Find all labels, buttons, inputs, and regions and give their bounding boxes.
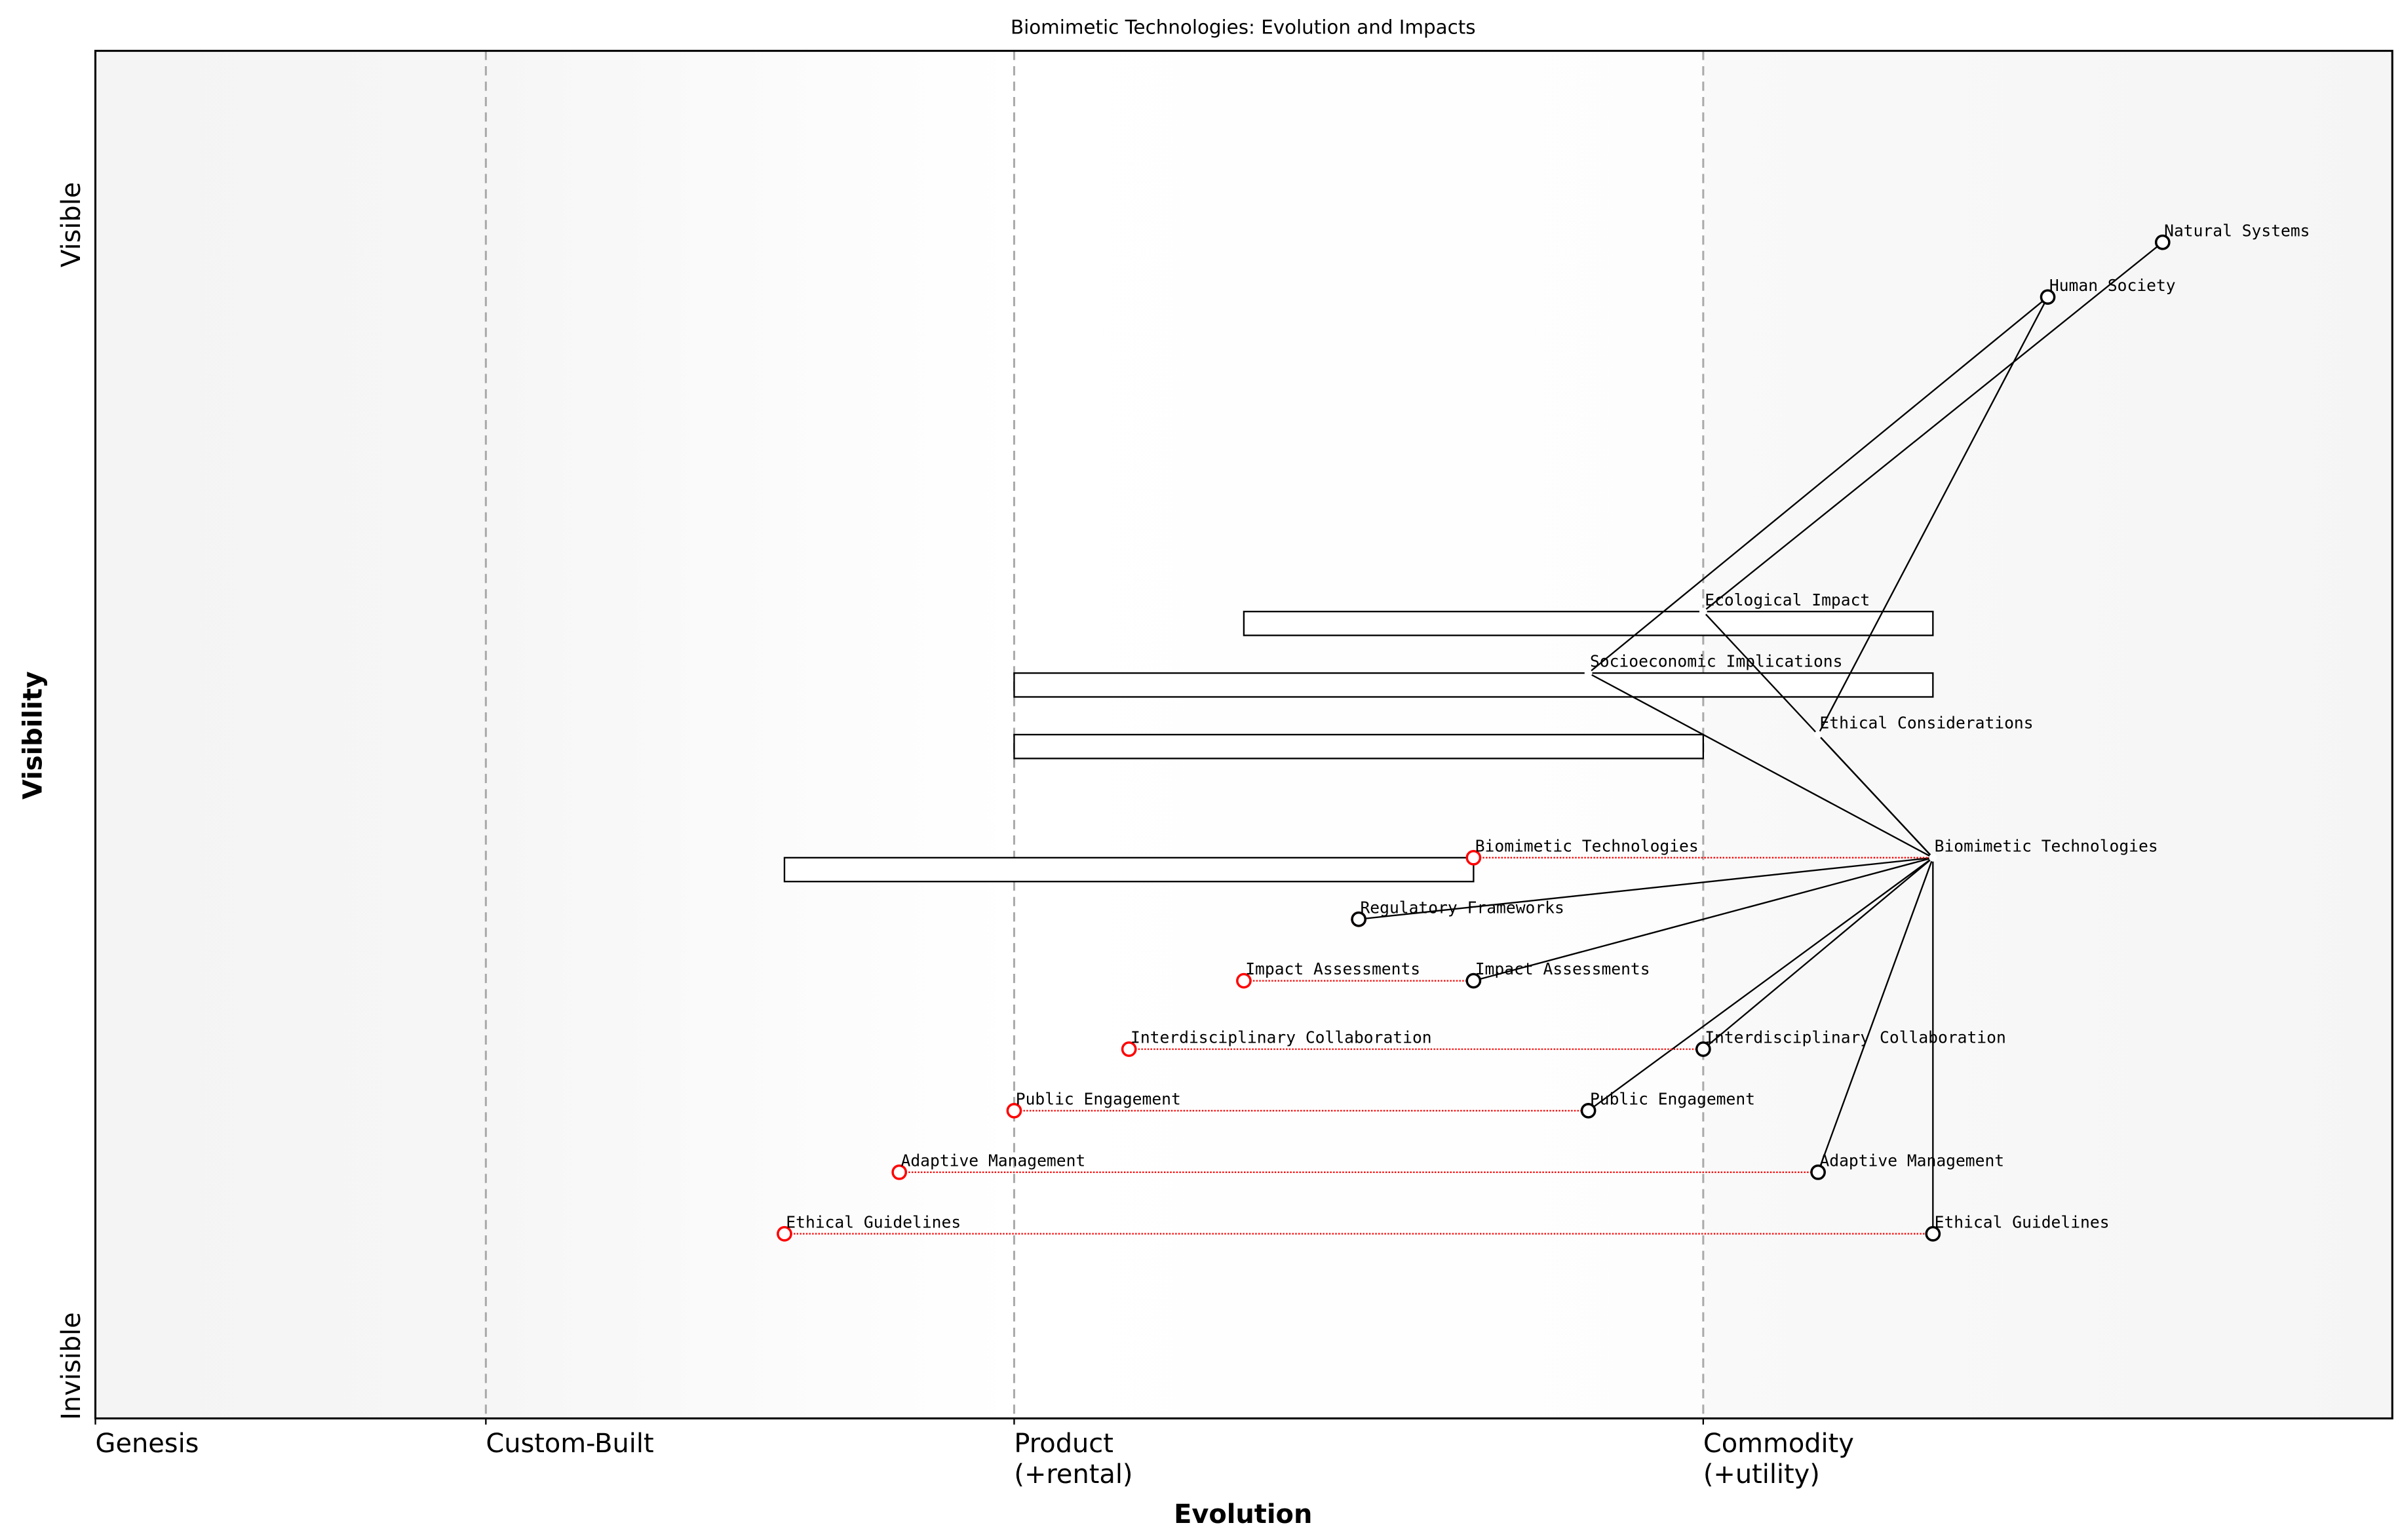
component-node[interactable] bbox=[2040, 289, 2056, 305]
evolved-node-label: Ethical Guidelines bbox=[786, 1212, 961, 1231]
component-node[interactable] bbox=[1351, 911, 1366, 927]
component-node[interactable] bbox=[1699, 607, 1707, 616]
component-label: Adaptive Management bbox=[1819, 1151, 2004, 1170]
evolved-node[interactable] bbox=[1465, 849, 1482, 866]
evolved-node-label: Biomimetic Technologies bbox=[1475, 836, 1699, 855]
evolved-node[interactable] bbox=[777, 1225, 792, 1242]
evolved-node[interactable] bbox=[1006, 1103, 1022, 1119]
component-label: Ecological Impact bbox=[1705, 590, 1870, 609]
component-label: Interdisciplinary Collaboration bbox=[1705, 1028, 2006, 1047]
evolved-node-label: Impact Assessments bbox=[1245, 959, 1420, 978]
dependency-link bbox=[1588, 672, 1933, 858]
evolved-node[interactable] bbox=[891, 1164, 908, 1180]
dependency-link bbox=[1703, 241, 2163, 613]
component-label: Ethical Guidelines bbox=[1935, 1212, 2110, 1231]
x-tick-label: Custom-Built bbox=[486, 1429, 653, 1459]
component-label: Ethical Considerations bbox=[1819, 714, 2033, 733]
evolved-node-label: Public Engagement bbox=[1016, 1090, 1181, 1109]
dependency-link bbox=[1817, 734, 1934, 858]
component-label: Impact Assessments bbox=[1475, 959, 1650, 978]
x-tick-label: Commodity bbox=[1703, 1429, 1854, 1459]
component-node[interactable] bbox=[1580, 1103, 1597, 1119]
component-node[interactable] bbox=[1929, 853, 1937, 862]
component-node[interactable] bbox=[1695, 1041, 1711, 1057]
dependency-link bbox=[1817, 296, 2049, 735]
pipeline-box bbox=[1013, 672, 1934, 698]
component-label: Public Engagement bbox=[1590, 1090, 1755, 1109]
pipeline-box bbox=[1243, 611, 1934, 636]
dependency-link bbox=[1587, 296, 2049, 674]
dependency-link bbox=[1359, 857, 1933, 920]
dependency-link bbox=[1817, 857, 1934, 1173]
y-label-visible: Visible bbox=[56, 182, 87, 267]
plot-frame bbox=[94, 50, 2393, 1419]
x-tick-sublabel: (+utility) bbox=[1703, 1459, 1820, 1490]
dependency-link bbox=[1473, 857, 1933, 982]
component-node[interactable] bbox=[1925, 1225, 1941, 1242]
x-tick-label: Genesis bbox=[96, 1429, 199, 1459]
component-node[interactable] bbox=[1584, 669, 1593, 677]
chart-title: Biomimetic Technologies: Evolution and I… bbox=[1011, 16, 1476, 39]
pipeline-box bbox=[1013, 733, 1705, 760]
y-axis-label: Visibility bbox=[18, 671, 48, 799]
component-node[interactable] bbox=[1814, 731, 1822, 739]
evolved-node[interactable] bbox=[1236, 972, 1252, 989]
component-label: Biomimetic Technologies bbox=[1935, 836, 2158, 855]
component-label: Regulatory Frameworks bbox=[1360, 898, 1564, 917]
component-node[interactable] bbox=[1810, 1164, 1826, 1180]
dependency-link bbox=[1703, 857, 1934, 1050]
pipeline-box bbox=[783, 857, 1475, 883]
component-label: Human Society bbox=[2049, 276, 2176, 295]
component-label: Natural Systems bbox=[2164, 221, 2310, 240]
evolved-node[interactable] bbox=[1121, 1041, 1137, 1057]
component-node[interactable] bbox=[2154, 234, 2171, 250]
x-tick-sublabel: (+rental) bbox=[1014, 1459, 1132, 1490]
evolved-node-label: Interdisciplinary Collaboration bbox=[1131, 1028, 1432, 1047]
component-node[interactable] bbox=[1465, 972, 1482, 989]
evolved-node-label: Adaptive Management bbox=[901, 1151, 1086, 1170]
dependency-link bbox=[1587, 857, 1934, 1111]
x-tick-label: Product bbox=[1014, 1429, 1113, 1459]
y-label-invisible: Invisible bbox=[56, 1312, 87, 1420]
component-label: Socioeconomic Implications bbox=[1590, 652, 1842, 671]
x-axis-label: Evolution bbox=[1174, 1499, 1312, 1530]
